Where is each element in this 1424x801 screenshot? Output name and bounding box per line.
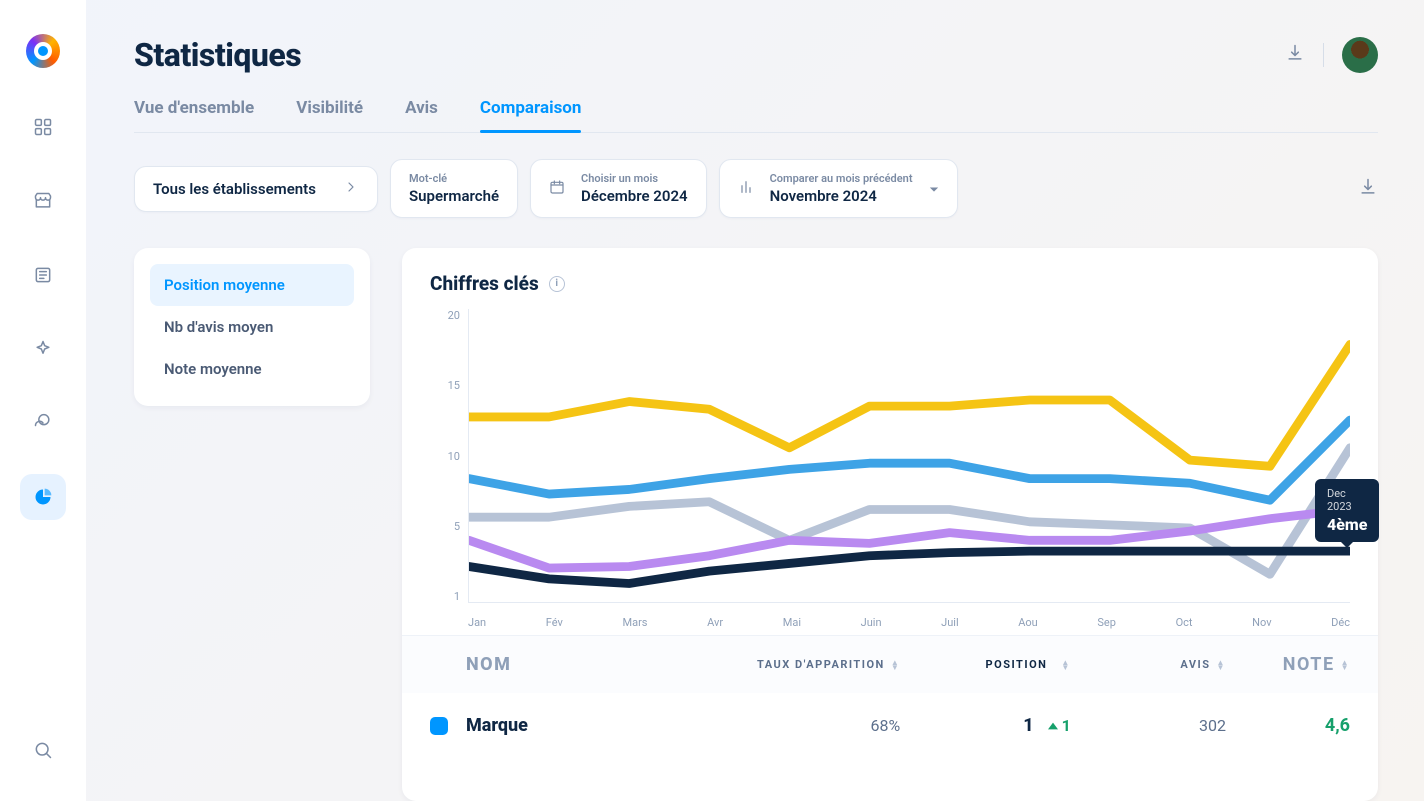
main-content: Statistiques Vue d'ensemble Visibilité A… — [86, 0, 1424, 801]
metric-note[interactable]: Note moyenne — [150, 348, 354, 390]
sort-icon: ▲▼ — [1061, 660, 1070, 670]
download-button[interactable] — [1285, 43, 1305, 67]
nav-news[interactable] — [20, 252, 66, 298]
row-name: Marque — [466, 715, 714, 736]
filter-establishments-label: Tous les établissements — [153, 180, 316, 198]
nav-messages[interactable] — [20, 400, 66, 446]
info-icon[interactable]: i — [549, 276, 565, 292]
chat-icon — [33, 413, 53, 433]
tabs: Vue d'ensemble Visibilité Avis Comparais… — [134, 98, 1378, 133]
filter-bar: Tous les établissements Mot-clé Supermar… — [134, 159, 1378, 218]
sparkle-icon — [33, 339, 53, 359]
chevron-right-icon — [343, 179, 359, 199]
row-position: 1 — [1023, 715, 1033, 736]
nav-search[interactable] — [20, 727, 66, 773]
chart-y-axis: 20151051 — [430, 309, 460, 603]
metric-selector: Position moyenne Nb d'avis moyen Note mo… — [134, 248, 370, 406]
bars-icon — [738, 179, 754, 199]
tab-comparison[interactable]: Comparaison — [480, 98, 582, 132]
pie-icon — [33, 487, 53, 507]
export-button[interactable] — [1358, 177, 1378, 201]
filter-compare-value: Novembre 2024 — [770, 187, 913, 205]
divider — [1323, 43, 1324, 67]
row-taux: 68% — [714, 716, 900, 735]
search-icon — [33, 740, 53, 760]
row-avis: 302 — [1071, 716, 1226, 735]
topbar: Statistiques — [134, 36, 1378, 74]
chart-x-axis: JanFévMarsAvrMaiJuinJuilAouSepOctNovDéc — [468, 616, 1350, 629]
th-taux[interactable]: TAUX D'APPARITION▲▼ — [714, 654, 900, 675]
tab-overview[interactable]: Vue d'ensemble — [134, 98, 254, 132]
chart-panel: Chiffres clés i 20151051 JanFévMarsAvrMa… — [402, 248, 1378, 801]
tab-visibility[interactable]: Visibilité — [296, 98, 363, 132]
row-swatch — [430, 717, 448, 735]
calendar-icon — [549, 179, 565, 199]
nav-reviews[interactable] — [20, 326, 66, 372]
sort-icon: ▲▼ — [891, 660, 900, 670]
metric-position[interactable]: Position moyenne — [150, 264, 354, 306]
filter-keyword-label: Mot-clé — [409, 172, 499, 185]
filter-keyword[interactable]: Mot-clé Supermarché — [390, 159, 518, 218]
filter-establishments[interactable]: Tous les établissements — [134, 166, 378, 212]
nav-dashboard[interactable] — [20, 104, 66, 150]
filter-month-value: Décembre 2024 — [581, 187, 688, 205]
download-icon — [1285, 43, 1305, 63]
filter-compare-label: Comparer au mois précédent — [770, 172, 913, 185]
metric-reviews[interactable]: Nb d'avis moyen — [150, 306, 354, 348]
caret-down-icon — [929, 179, 939, 198]
chart-title: Chiffres clés — [430, 272, 539, 295]
row-note: 4,6 — [1226, 715, 1350, 736]
filter-compare[interactable]: Comparer au mois précédent Novembre 2024 — [719, 159, 958, 218]
nav-business[interactable] — [20, 178, 66, 224]
caret-up-icon — [1048, 722, 1058, 730]
filter-keyword-value: Supermarché — [409, 187, 499, 205]
download-icon — [1358, 177, 1378, 197]
th-note[interactable]: NOTE▲▼ — [1226, 654, 1350, 675]
user-avatar[interactable] — [1342, 37, 1378, 73]
th-name[interactable]: NOM — [466, 654, 714, 675]
tab-reviews[interactable]: Avis — [405, 98, 438, 132]
nav-statistics[interactable] — [20, 474, 66, 520]
chart-plot — [468, 309, 1350, 603]
sort-icon: ▲▼ — [1217, 660, 1226, 670]
sort-icon: ▲▼ — [1341, 660, 1350, 670]
th-avis[interactable]: AVIS▲▼ — [1071, 654, 1226, 675]
th-position[interactable]: POSITION▲▼ — [900, 654, 1071, 675]
grid-icon — [33, 117, 53, 137]
nav-rail — [0, 0, 86, 801]
row-delta: 1 — [1048, 716, 1071, 735]
page-title: Statistiques — [134, 36, 301, 74]
table-header: NOM TAUX D'APPARITION▲▼ POSITION▲▼ AVIS▲… — [402, 635, 1378, 693]
news-icon — [33, 265, 53, 285]
store-icon — [33, 191, 53, 211]
table-row[interactable]: Marque 68% 1 1 302 4,6 — [402, 693, 1378, 758]
filter-month-label: Choisir un mois — [581, 172, 688, 185]
line-chart: 20151051 JanFévMarsAvrMaiJuinJuilAouSepO… — [430, 309, 1350, 629]
filter-month[interactable]: Choisir un mois Décembre 2024 — [530, 159, 707, 218]
app-logo — [26, 34, 60, 68]
